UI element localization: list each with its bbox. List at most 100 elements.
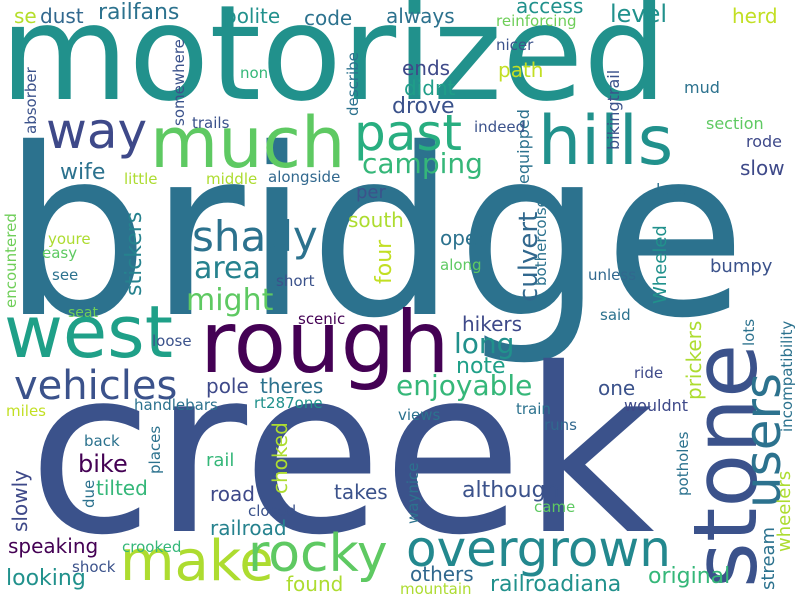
word-railfans: railfans: [98, 0, 180, 25]
word-easy: easy: [42, 244, 78, 262]
word-one: one: [598, 376, 636, 400]
word-along: along: [440, 256, 482, 274]
word-bothercolse: bothercolse: [532, 198, 550, 286]
word-path: path: [498, 58, 544, 82]
word-slowly: slowly: [8, 470, 32, 532]
word-hikers: hikers: [462, 312, 523, 336]
word-wheelers: wheelers: [774, 470, 795, 552]
word-camping: camping: [362, 147, 483, 180]
word-mud: mud: [684, 78, 720, 97]
word-speaking: speaking: [8, 534, 99, 558]
word-level: level: [610, 0, 668, 28]
word-little: little: [124, 170, 158, 188]
word-bike: bike: [78, 450, 128, 478]
word-ends: ends: [402, 56, 451, 80]
word-way: way: [46, 102, 148, 160]
word-encountered: encountered: [2, 213, 20, 308]
word-always: always: [386, 4, 455, 28]
word-much: much: [150, 102, 346, 184]
word-ride: ride: [634, 364, 664, 382]
word-shock: shock: [72, 558, 116, 576]
word-bridge: bridge: [2, 99, 747, 369]
word-less: less: [656, 180, 687, 199]
word-said: said: [600, 306, 631, 324]
word-note: note: [456, 354, 506, 379]
word-code: code: [304, 6, 353, 30]
word-enjoyable: enjoyable: [396, 369, 533, 402]
word-didnt: didnt: [404, 76, 456, 100]
word-due: due: [80, 479, 98, 508]
word-train: train: [516, 400, 551, 418]
word-past: past: [354, 104, 463, 162]
word-somewhere: somewhere: [170, 39, 188, 126]
word-youre: youre: [48, 230, 91, 248]
word-area: area: [194, 251, 261, 286]
word-middle: middle: [206, 170, 258, 188]
word-section: section: [706, 114, 764, 133]
word-open: open: [440, 226, 490, 250]
word-crooked: crooked: [122, 538, 182, 556]
word-although: although: [462, 478, 560, 503]
word-alongside: alongside: [268, 168, 341, 186]
word-nicer: nicer: [496, 36, 534, 54]
word-creek: creek: [28, 319, 655, 585]
word-lots: lots: [740, 318, 758, 346]
word-found: found: [286, 572, 344, 596]
word-reinforcing: reinforcing: [496, 12, 577, 30]
word-vehicles: vehicles: [14, 363, 178, 409]
word-looking: looking: [6, 566, 86, 591]
word-takes: takes: [334, 480, 388, 504]
word-prickers: prickers: [682, 320, 706, 400]
word-theres: theres: [260, 374, 324, 398]
word-others: others: [410, 562, 474, 586]
word-waynice: waynice: [404, 462, 422, 525]
word-pole: pole: [206, 374, 249, 398]
word-absorber: absorber: [22, 67, 40, 134]
word-scenic: scenic: [298, 310, 346, 328]
word-overgrown: overgrown: [406, 520, 671, 578]
word-herd: herd: [732, 4, 778, 28]
word-tilted: tilted: [96, 476, 148, 500]
word-unless: unless: [588, 266, 637, 284]
word-potholes: potholes: [674, 431, 692, 496]
word-south: south: [348, 208, 404, 232]
word-shady: shady: [192, 212, 318, 261]
word-bikingtrail: bikingtrail: [604, 69, 623, 150]
word-motorized: motorized: [0, 0, 668, 131]
word-describe: describe: [344, 52, 362, 116]
word-long: long: [454, 327, 515, 360]
word-see: see: [52, 266, 79, 284]
word-back: back: [84, 432, 120, 450]
word-slow: slow: [740, 156, 785, 180]
word-railroadiana: railroadiana: [490, 572, 622, 597]
word-mountain: mountain: [400, 580, 472, 598]
word-places: places: [146, 425, 164, 474]
word-per: per: [356, 182, 386, 203]
word-short: short: [276, 272, 315, 290]
word-trails: trails: [192, 114, 230, 132]
word-drove: drove: [392, 94, 455, 119]
word-rode: rode: [746, 132, 783, 151]
word-original: original: [648, 564, 731, 589]
word-access: access: [516, 0, 584, 18]
word-rough: rough: [200, 293, 450, 393]
word-might: might: [186, 283, 274, 318]
word-seat: seat: [68, 305, 98, 321]
word-stickers: stickers: [122, 211, 147, 296]
word-handlebars: handlebars: [134, 396, 218, 414]
word-rt287one: rt287one: [254, 394, 323, 412]
word-hills: hills: [538, 102, 674, 181]
word-came: came: [534, 498, 576, 516]
word-wouldnt: wouldnt: [624, 396, 689, 415]
word-incompatibility: incompatibility: [778, 320, 796, 432]
word-choked: choked: [268, 422, 292, 494]
word-se: se: [14, 4, 37, 28]
word-miles: miles: [6, 402, 46, 420]
word-bumpy: bumpy: [710, 256, 773, 277]
word-rocky: rocky: [248, 524, 388, 584]
word-railroad: railroad: [210, 516, 287, 540]
word-wheeled: Wheeled: [650, 225, 671, 304]
word-polite: polite: [224, 4, 281, 28]
word-closed: closed: [248, 502, 297, 520]
word-four: four: [372, 239, 397, 284]
